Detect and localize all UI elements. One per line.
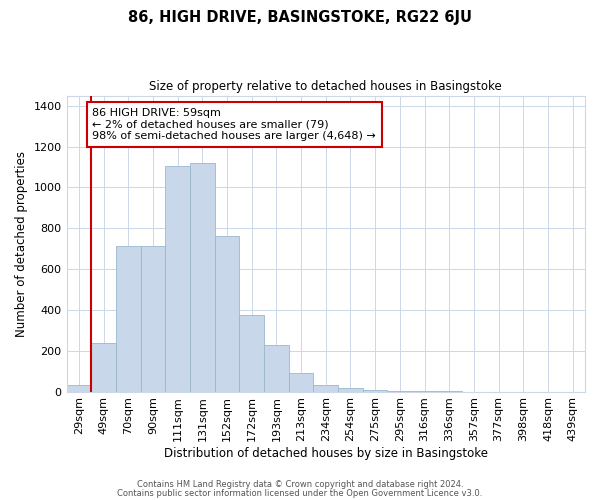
Bar	[289, 373, 313, 392]
Bar	[338, 388, 363, 392]
Bar	[313, 386, 338, 392]
Bar	[91, 342, 116, 392]
Text: 86, HIGH DRIVE, BASINGSTOKE, RG22 6JU: 86, HIGH DRIVE, BASINGSTOKE, RG22 6JU	[128, 10, 472, 25]
Bar	[239, 315, 264, 392]
Bar	[388, 390, 412, 392]
Text: 86 HIGH DRIVE: 59sqm
← 2% of detached houses are smaller (79)
98% of semi-detach: 86 HIGH DRIVE: 59sqm ← 2% of detached ho…	[92, 108, 376, 141]
Bar	[116, 246, 140, 392]
Bar	[363, 390, 388, 392]
Text: Contains public sector information licensed under the Open Government Licence v3: Contains public sector information licen…	[118, 489, 482, 498]
Bar	[165, 166, 190, 392]
Bar	[67, 386, 91, 392]
Bar	[190, 163, 215, 392]
Title: Size of property relative to detached houses in Basingstoke: Size of property relative to detached ho…	[149, 80, 502, 93]
Bar	[215, 236, 239, 392]
Text: Contains HM Land Registry data © Crown copyright and database right 2024.: Contains HM Land Registry data © Crown c…	[137, 480, 463, 489]
Bar	[140, 246, 165, 392]
Bar	[264, 344, 289, 392]
Y-axis label: Number of detached properties: Number of detached properties	[15, 150, 28, 336]
X-axis label: Distribution of detached houses by size in Basingstoke: Distribution of detached houses by size …	[164, 447, 488, 460]
